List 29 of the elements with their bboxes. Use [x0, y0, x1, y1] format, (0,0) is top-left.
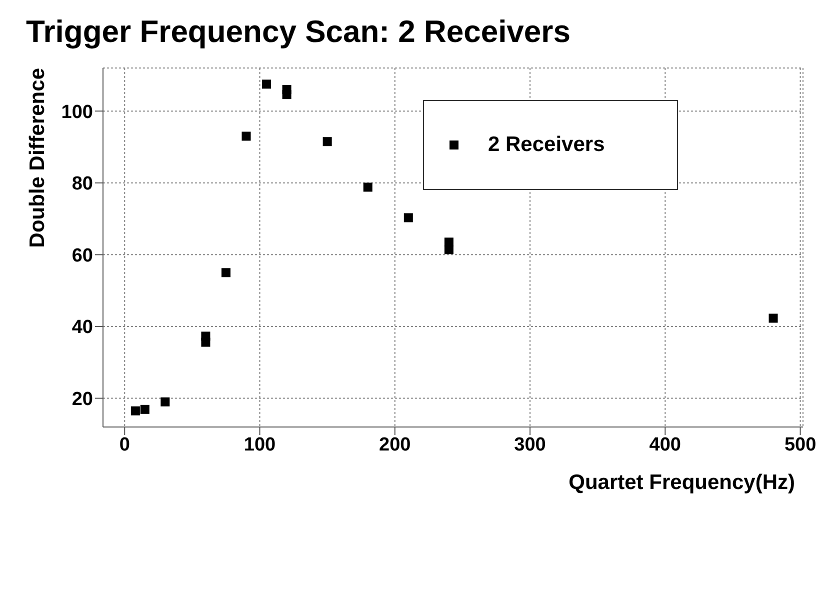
x-tick-label: 200	[379, 434, 411, 456]
x-tick-label: 300	[514, 434, 546, 456]
point	[444, 245, 454, 254]
point	[130, 406, 140, 416]
point	[404, 213, 413, 222]
x-tick-label: 0	[119, 434, 130, 456]
point	[242, 132, 251, 141]
legend-label: 2 Receivers	[488, 133, 605, 157]
legend-frame: 2 Receivers	[423, 100, 678, 190]
y-tick-label: 40	[72, 317, 93, 338]
point	[363, 182, 372, 192]
x-tick-label: 500	[784, 434, 816, 456]
y-tick-label: 20	[72, 389, 93, 410]
x-tick-label: 100	[244, 434, 276, 456]
point	[282, 90, 292, 100]
point	[322, 137, 332, 146]
x-tick-label: 400	[649, 434, 682, 456]
point	[160, 397, 170, 406]
point	[768, 314, 778, 323]
y-axis-title: Double Difference	[26, 68, 49, 248]
point	[201, 338, 210, 347]
y-tick-label: 60	[72, 245, 93, 266]
point	[262, 80, 272, 89]
y-tick-label: 100	[61, 102, 93, 123]
point	[221, 268, 230, 278]
x-axis-title: Quartet Frequency(Hz)	[568, 471, 795, 494]
y-tick-label: 80	[72, 174, 93, 195]
chart-title: Trigger Frequency Scan: 2 Receivers	[26, 14, 570, 50]
point	[140, 404, 150, 414]
